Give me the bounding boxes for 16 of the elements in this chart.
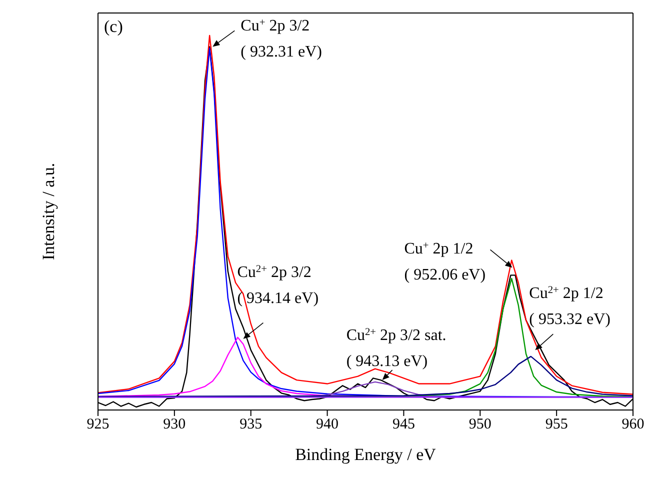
x-tick-label: 930 xyxy=(163,416,186,433)
annotation: Cu$^{2+}$ 2p 1/2 ( 953.32 eV) xyxy=(529,284,610,328)
annotation: Cu$^{+}$ 2p 1/2 ( 952.06 eV) xyxy=(404,240,486,284)
annotation: Cu$^{+}$ 2p 3/2 ( 932.31 eV) xyxy=(240,17,322,61)
x-tick-label: 940 xyxy=(316,416,339,433)
x-tick-label: 955 xyxy=(545,416,568,433)
x-tick-label: 925 xyxy=(86,416,110,433)
y-axis-title: Intensity / a.u. xyxy=(39,162,58,260)
x-tick-label: 945 xyxy=(392,416,415,433)
x-axis-title: Binding Energy / eV xyxy=(295,445,437,464)
chart-title: (c) xyxy=(104,17,123,36)
x-tick-label: 950 xyxy=(468,416,492,433)
annotation: Cu$^{2+}$ 2p 3/2 sat. ( 943.13 eV) xyxy=(346,326,446,370)
x-tick-label: 935 xyxy=(240,416,262,433)
x-tick-label: 960 xyxy=(622,416,644,433)
annotation: Cu$^{2+}$ 2p 3/2 ( 934.14 eV) xyxy=(237,263,319,307)
